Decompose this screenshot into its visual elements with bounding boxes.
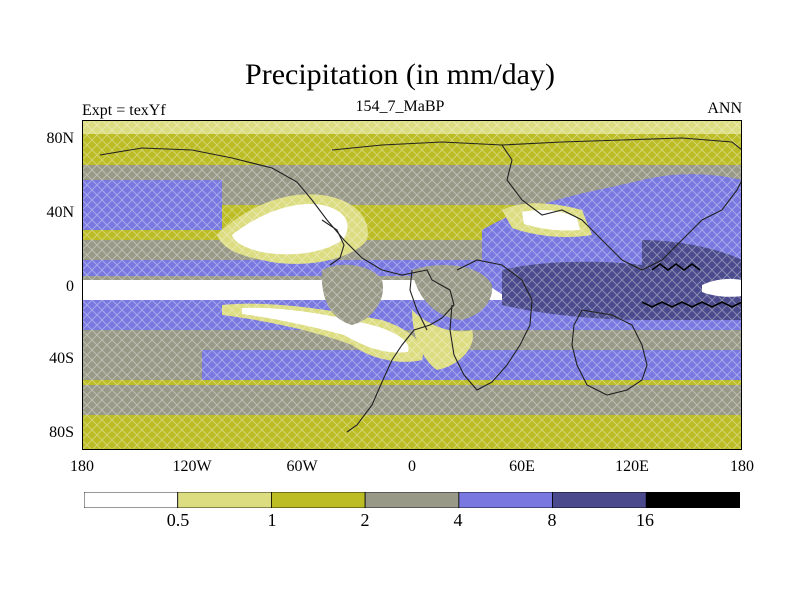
lon-tick-120e: 120E	[615, 458, 649, 475]
lon-tick-180w: 180	[70, 458, 94, 475]
map-title: Precipitation (in mm/day)	[245, 58, 555, 91]
coastlines	[99, 137, 742, 433]
colorbar-swatch	[458, 492, 553, 508]
colorbar-swatch	[552, 492, 647, 508]
precipitation-map	[82, 120, 742, 450]
colorbar-tick-2: 2	[360, 510, 370, 530]
lat-tick-80s: 80S	[49, 424, 74, 441]
contour-marks	[641, 263, 742, 308]
colorbar-swatch	[645, 492, 740, 508]
lon-tick-60e: 60E	[509, 458, 535, 475]
colorbar-swatch	[271, 492, 366, 508]
colorbar-tick-0-5: 0.5	[166, 510, 190, 530]
lon-tick-180e: 180	[730, 458, 754, 475]
lat-tick-40n: 40N	[46, 204, 74, 221]
lon-tick-120w: 120W	[172, 458, 212, 475]
lon-tick-60w: 60W	[286, 458, 318, 475]
lat-tick-80n: 80N	[46, 130, 74, 147]
colorbar	[84, 492, 740, 508]
experiment-label: Expt = texYf	[82, 102, 166, 119]
colorbar-tick-16: 16	[636, 510, 654, 530]
colorbar-swatch	[177, 492, 272, 508]
lat-tick-0: 0	[66, 278, 74, 295]
map-frame	[82, 120, 742, 450]
lat-tick-40s: 40S	[49, 350, 74, 367]
season-label: ANN	[707, 100, 742, 117]
precip-fill-layer	[82, 120, 742, 450]
colorbar-tick-8: 8	[547, 510, 557, 530]
colorbar-swatch	[84, 492, 179, 508]
colorbar-tick-4: 4	[453, 510, 463, 530]
colorbar-tick-1: 1	[267, 510, 277, 530]
lon-tick-0: 0	[408, 458, 416, 475]
colorbar-swatch	[364, 492, 460, 508]
period-label: 154_7_MaBP	[355, 98, 445, 115]
